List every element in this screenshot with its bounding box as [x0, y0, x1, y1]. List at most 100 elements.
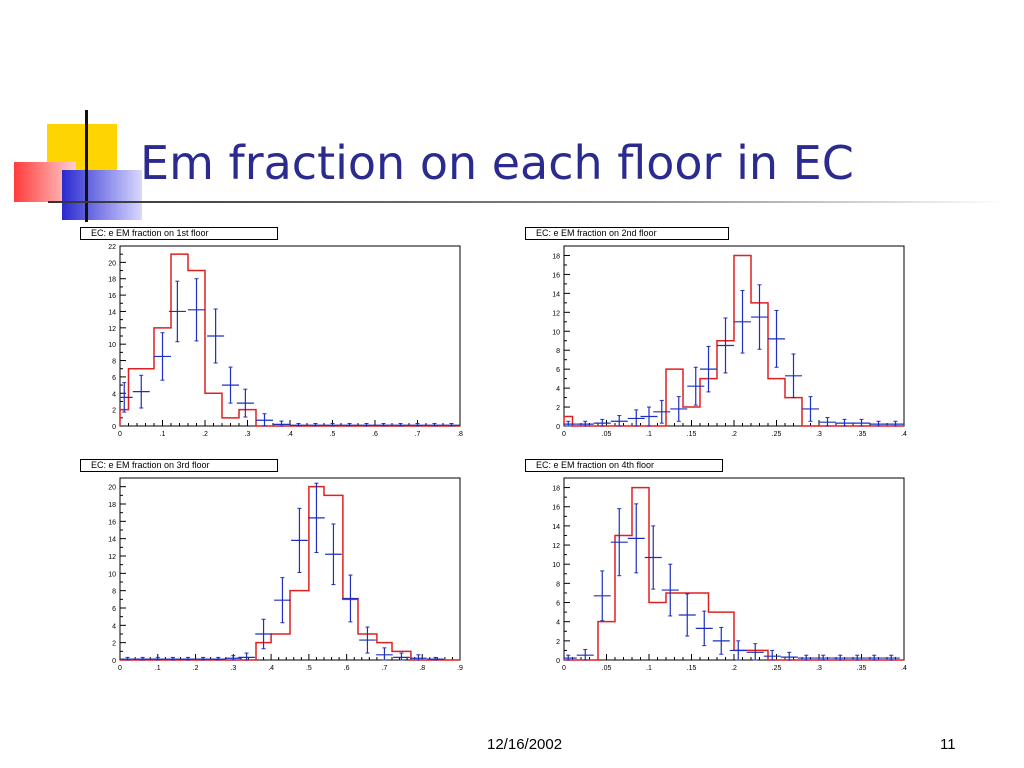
- data-point: [256, 413, 273, 427]
- data-point: [164, 656, 182, 661]
- x-tick-label: .3: [816, 665, 822, 672]
- y-tick-label: 4: [556, 386, 560, 393]
- x-tick-label: 0: [118, 665, 122, 672]
- data-point: [427, 656, 444, 661]
- y-tick-label: 2: [112, 641, 116, 648]
- x-tick-label: .1: [155, 665, 161, 672]
- data-point: [695, 610, 713, 647]
- y-tick-label: 6: [112, 375, 116, 382]
- data-point: [194, 656, 212, 661]
- slide-title: Em fraction on each floor in EC: [140, 136, 854, 190]
- data-point: [576, 648, 594, 661]
- x-tick-label: .25: [772, 431, 782, 438]
- x-tick-label: .6: [344, 665, 350, 672]
- histogram-chart-4th-floor: 0 2 4 6 8 10 12 14 16 18 0 .05 .1 .15 .2 .25 .3 .35 .4: [552, 477, 907, 672]
- x-tick-label: .1: [646, 431, 652, 438]
- chart-title-2: EC: e EM fraction on 2nd floor: [525, 227, 729, 240]
- data-point: [610, 415, 628, 427]
- y-tick-label: 18: [552, 486, 560, 493]
- x-tick-label: .5: [306, 665, 312, 672]
- data-point: [134, 656, 151, 661]
- x-tick-label: .2: [731, 431, 737, 438]
- data-point: [120, 656, 136, 661]
- data-point: [802, 396, 819, 422]
- x-tick-label: .15: [687, 431, 697, 438]
- y-tick-label: 0: [112, 424, 116, 431]
- data-point: [627, 409, 645, 427]
- data-point: [814, 654, 832, 661]
- y-tick-label: 10: [552, 329, 560, 336]
- histogram-chart-1st-floor: 0 2 4 6 8 10 12 14 16 18 20 22 0 .1 .2 .3 .4 .5 .6 .7 .8: [108, 244, 463, 438]
- data-point: [797, 654, 815, 661]
- x-tick-label: .25: [772, 665, 782, 672]
- data-point: [359, 626, 376, 654]
- histogram-chart-3rd-floor: 0 2 4 6 8 10 12 14 16 18 20 0 .1 .2 .3 .4 .5 .6 .7 .8 .9: [108, 477, 463, 672]
- data-point: [225, 655, 242, 661]
- x-tick-label: .3: [230, 665, 236, 672]
- y-tick-label: 4: [112, 391, 116, 398]
- data-point: [426, 423, 443, 427]
- data-point: [274, 577, 291, 624]
- y-tick-label: 4: [112, 623, 116, 630]
- data-point: [236, 388, 254, 418]
- data-point: [273, 420, 290, 427]
- data-point: [763, 649, 781, 661]
- data-point: [882, 654, 900, 661]
- x-tick-label: 0: [562, 431, 566, 438]
- y-tick-label: 12: [552, 543, 560, 550]
- y-tick-label: 12: [552, 310, 560, 317]
- y-tick-label: 0: [112, 658, 116, 665]
- y-tick-label: 14: [108, 537, 116, 544]
- deco-vertical-line: [85, 110, 88, 222]
- data-point: [678, 593, 696, 637]
- data-point: [785, 353, 802, 399]
- data-point: [836, 418, 853, 427]
- y-tick-label: 14: [552, 291, 560, 298]
- y-tick-label: 2: [556, 405, 560, 412]
- y-tick-label: 8: [556, 348, 560, 355]
- data-point: [290, 423, 307, 427]
- data-point: [154, 332, 171, 381]
- y-tick-label: 20: [108, 485, 116, 492]
- y-tick-label: 4: [556, 620, 560, 627]
- data-point: [179, 656, 197, 661]
- data-point: [670, 396, 688, 422]
- data-point: [746, 643, 764, 661]
- mc-histogram-step: [119, 253, 460, 427]
- data-point: [149, 656, 167, 661]
- data-point: [188, 278, 205, 342]
- x-tick-label: .4: [268, 665, 274, 672]
- data-point: [865, 654, 883, 661]
- data-point: [308, 482, 325, 554]
- data-point: [222, 366, 239, 404]
- y-tick-label: 0: [556, 658, 560, 665]
- y-tick-label: 16: [108, 519, 116, 526]
- y-tick-label: 8: [112, 589, 116, 596]
- data-point: [342, 574, 359, 623]
- x-tick-label: .4: [901, 665, 907, 672]
- y-tick-label: 16: [108, 293, 116, 300]
- chart-title-4: EC: e EM fraction on 4th floor: [525, 459, 723, 472]
- x-tick-label: .2: [193, 665, 199, 672]
- y-tick-label: 10: [552, 562, 560, 569]
- data-point: [717, 317, 734, 374]
- histogram-chart-2nd-floor: 0 2 4 6 8 10 12 14 16 18 0 .05 .1 .15 .2 .25 .3 .35 .4: [552, 245, 907, 438]
- data-point: [627, 503, 645, 574]
- data-point: [700, 345, 717, 393]
- y-tick-label: 20: [108, 260, 116, 267]
- plot-frame: [119, 245, 461, 427]
- y-tick-label: 10: [108, 342, 116, 349]
- x-tick-label: .4: [287, 431, 293, 438]
- data-point: [687, 366, 705, 406]
- y-tick-label: 14: [552, 524, 560, 531]
- data-point: [375, 423, 392, 427]
- y-tick-label: 14: [108, 309, 116, 316]
- y-tick-label: 16: [552, 272, 560, 279]
- data-point: [653, 399, 671, 424]
- x-tick-label: .35: [857, 431, 867, 438]
- y-tick-label: 22: [108, 244, 116, 251]
- x-tick-label: .3: [816, 431, 822, 438]
- deco-blue-square: [62, 170, 142, 220]
- data-point: [712, 626, 730, 655]
- chart-title-1: EC: e EM fraction on 1st floor: [80, 227, 278, 240]
